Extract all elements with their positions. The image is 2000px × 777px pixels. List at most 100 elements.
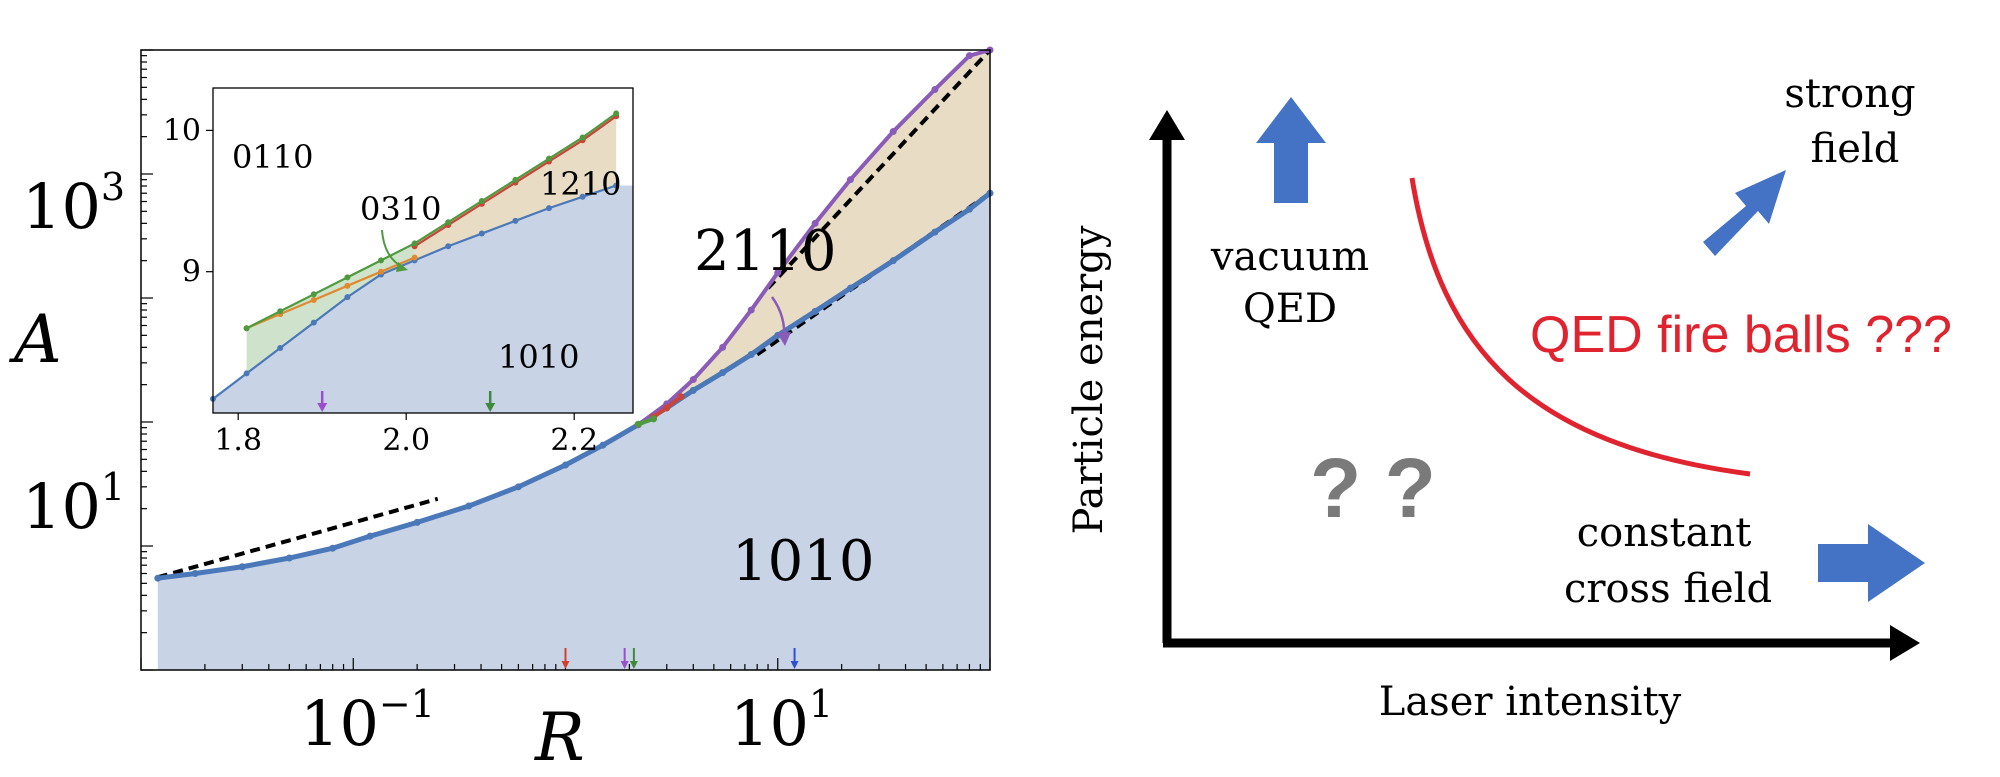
point-1010 — [514, 483, 522, 491]
pointer-arrow-2110-head — [777, 332, 791, 346]
y-tick-label-1000: 103 — [22, 165, 125, 243]
y-axis-label: A — [8, 301, 62, 378]
point-2110 — [811, 219, 819, 227]
y-tick-label-10: 101 — [22, 465, 125, 543]
inset-pointer-arrow-head — [396, 262, 408, 272]
point-2110 — [719, 343, 727, 351]
point-1010 — [965, 205, 973, 213]
question-marks: ? ? — [1310, 441, 1436, 535]
inset-point-1010 — [277, 345, 284, 351]
inset-x-tick-label: 2.2 — [550, 423, 598, 458]
inset-point-0310 — [579, 134, 586, 141]
inset-x-marker-head-0 — [317, 403, 328, 412]
point-2110 — [774, 269, 782, 277]
point-1010 — [931, 228, 939, 236]
point-0310 — [650, 415, 658, 423]
point-1010 — [846, 284, 854, 292]
point-1010 — [238, 563, 246, 571]
inset-point-0310 — [613, 110, 620, 117]
inset-point-0310 — [310, 291, 317, 298]
point-1010 — [719, 369, 727, 377]
axis-ticks — [140, 49, 991, 671]
x-tick-label-0.1: 10−1 — [300, 682, 435, 760]
inset-point-0110 — [344, 282, 351, 289]
x-tick-label-10: 101 — [730, 682, 833, 760]
inset-line-0310 — [246, 112, 617, 330]
inset-point-0110 — [310, 296, 317, 303]
inset-label-0110: 0110 — [232, 138, 313, 176]
diagonal-arrow-icon — [1703, 170, 1786, 256]
x-markers — [561, 648, 799, 669]
y-axis-arrowhead — [1149, 110, 1185, 140]
constant-field-label-line1: constant — [1577, 510, 1752, 556]
strong-field-label-line1: strong — [1784, 71, 1915, 117]
point-1210 — [677, 393, 685, 401]
asymptote-2 — [766, 48, 992, 290]
point-1010 — [599, 441, 607, 449]
inset-point-0110 — [411, 254, 418, 261]
x-marker-head-1 — [620, 661, 629, 669]
point-2110 — [965, 52, 973, 60]
inset-point-0310 — [411, 240, 418, 247]
inset-point-0310 — [344, 274, 351, 281]
inset-point-0310 — [478, 198, 485, 205]
point-1010 — [562, 461, 569, 469]
inset-label-1210: 1210 — [540, 165, 621, 203]
inset-chart: 1.8 2.0 2.2 9 10 0110 0310 1210 1010 — [163, 87, 634, 458]
series-line-2110 — [636, 48, 991, 427]
inset-y-tick-label: 10 — [163, 113, 201, 148]
vacuum-label-line2: QED — [1243, 286, 1337, 332]
inset-point-1010 — [512, 217, 519, 224]
point-1010 — [329, 544, 337, 552]
point-2110 — [931, 86, 939, 94]
inset-point-1010 — [613, 182, 620, 189]
inset-point-0310 — [445, 219, 452, 226]
point-1010 — [366, 532, 374, 540]
point-1010 — [154, 574, 162, 582]
inset-point-0110 — [378, 268, 384, 275]
x-axis-arrowhead — [1890, 625, 1920, 661]
point-1010 — [689, 386, 697, 394]
inset-point-1010 — [243, 370, 250, 377]
inset-point-1010 — [546, 205, 552, 212]
fireball-boundary-curve — [1409, 177, 1751, 477]
inset-point-1010 — [445, 243, 452, 250]
inset-point-0310 — [512, 176, 519, 183]
point-0310 — [634, 420, 642, 428]
inset-ticks: 1.8 2.0 2.2 9 10 — [163, 113, 598, 458]
right-diagram: Laser intensity Particle energy vacuum Q… — [1066, 71, 1952, 725]
inset-point-1010 — [478, 230, 485, 237]
diagram-x-label: Laser intensity — [1379, 679, 1682, 725]
inset-line-0110 — [246, 256, 416, 330]
x-axis-label: R — [534, 699, 585, 776]
inset-x-markers — [317, 391, 496, 412]
point-2110 — [689, 376, 697, 384]
inset-point-1010 — [579, 193, 586, 200]
point-1010 — [889, 257, 897, 265]
inset-point-0310 — [277, 308, 284, 315]
inset-x-marker-head-1 — [485, 403, 496, 412]
inset-label-1010: 1010 — [498, 338, 579, 376]
series-lines — [154, 46, 994, 582]
inset-point-0310 — [378, 257, 384, 264]
point-1010 — [465, 502, 473, 510]
inset-frame — [212, 87, 634, 414]
inset-label-0310: 0310 — [360, 190, 441, 228]
inset-y-tick-label: 9 — [182, 255, 201, 290]
point-2110 — [889, 128, 897, 136]
strong-field-label-line2: field — [1811, 126, 1900, 172]
inset-point-0310 — [243, 325, 250, 332]
point-2110 — [747, 306, 755, 314]
inset-point-1010 — [344, 294, 351, 301]
asymptote-lines — [157, 48, 992, 580]
point-1210 — [663, 404, 671, 412]
constant-field-label-line2: cross field — [1564, 566, 1772, 612]
inset-point-0310 — [546, 155, 552, 162]
inset-point-1010 — [310, 319, 317, 326]
diagram-y-label: Particle energy — [1066, 225, 1112, 534]
inset-series-lines — [210, 110, 620, 402]
point-2110 — [846, 176, 854, 184]
region-label-1010: 1010 — [732, 529, 875, 594]
inset-x-tick-label: 1.8 — [214, 423, 262, 458]
